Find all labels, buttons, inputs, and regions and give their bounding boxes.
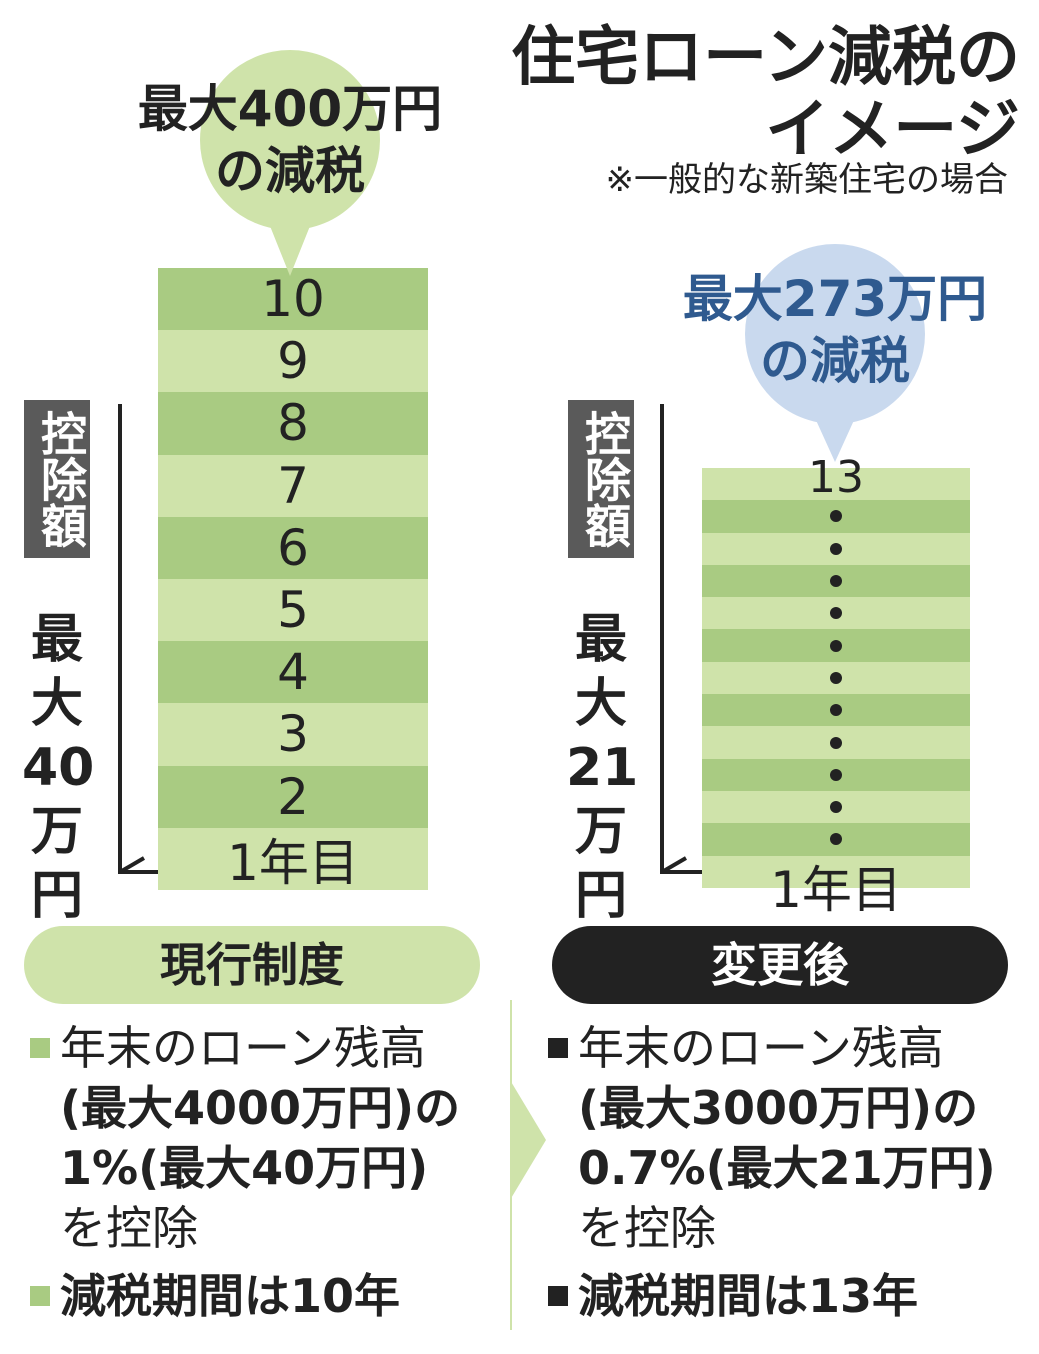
revised-max-label-char: 大: [574, 674, 627, 734]
revised-bar-row: [702, 790, 970, 824]
current-bar-row: 6: [158, 516, 428, 579]
revised-max-label-char: 円: [574, 866, 627, 926]
revised-desc-line-3: 0.7%(最大21万円): [578, 1141, 996, 1195]
current-max-label-char: 40: [22, 738, 95, 798]
current-desc-line-2: (最大4000万円)の: [60, 1081, 461, 1135]
revised-bottom-label: 1年目: [770, 861, 902, 919]
ellipsis-dot: [830, 801, 842, 814]
ellipsis-dot: [830, 607, 842, 620]
revised-bracket-line: [660, 404, 664, 844]
current-max-label-char: 大: [30, 674, 83, 734]
current-bracket-line: [118, 404, 122, 844]
revised-max-label-char: 21: [566, 738, 639, 798]
revised-bar-row: [702, 629, 970, 662]
title-line-2: イメージ: [765, 93, 1020, 167]
ellipsis-dot: [830, 510, 842, 523]
current-bar-row: 7: [158, 454, 428, 517]
revised-bar-row: [702, 597, 970, 630]
revised-bullet-2: [548, 1286, 568, 1306]
revised-description: 年末のローン残高 (最大3000万円)の 0.7%(最大21万円) を控除 減税…: [548, 1018, 1028, 1326]
current-bubble-line-1: 最大400万円: [137, 80, 443, 138]
note-text: ※一般的な新築住宅の場合: [605, 160, 1009, 200]
current-bar-row: 9: [158, 330, 428, 393]
revised-total-bubble: 最大273万円 の減税: [650, 228, 1020, 462]
ellipsis-dot: [830, 704, 842, 717]
current-system-label: 現行制度: [24, 926, 480, 1004]
current-bracket-arrow: [118, 842, 158, 874]
current-bubble-line-2: の減税: [215, 142, 365, 200]
ellipsis-dot: [830, 671, 842, 684]
revised-bar-row: [702, 532, 970, 565]
current-description: 年末のローン残高 (最大4000万円)の 1%(最大40万円) を控除 減税期間…: [30, 1018, 490, 1326]
revised-bar-row: [702, 758, 970, 791]
ellipsis-dot: [830, 542, 842, 555]
current-bar-row: 4: [158, 641, 428, 704]
transition-arrow-icon: [510, 1080, 546, 1200]
current-max-label-char: 万: [30, 802, 83, 862]
revised-bar-row: [702, 855, 970, 888]
current-bubble-tail: [270, 226, 310, 276]
current-total-bubble: 最大400万円 の減税: [120, 30, 460, 276]
current-deduction-bar: 10 9 8 7 6 5 4 3 2 1年目: [158, 268, 428, 892]
revised-period: 減税期間は13年: [578, 1269, 919, 1323]
revised-max-label: 最大 21 万円: [566, 608, 639, 928]
revised-max-label-char: 万: [574, 802, 627, 862]
ellipsis-dot: [830, 639, 842, 652]
revised-max-label-char: 最: [574, 610, 627, 670]
revised-bullet-1: [548, 1038, 568, 1058]
current-max-label-char: 最: [30, 610, 83, 670]
revised-bar-row: [702, 694, 970, 727]
diagram-title: 住宅ローン減税の イメージ: [480, 22, 1020, 166]
current-bullet-2: [30, 1286, 50, 1306]
revised-bar-row: [702, 468, 970, 501]
revised-system-label: 変更後: [552, 926, 1008, 1004]
ellipsis-dot: [830, 736, 842, 749]
ellipsis-dot: [830, 768, 842, 781]
current-bar-row: 1年目: [158, 827, 428, 892]
revised-bubble-line-1: 最大273万円: [682, 270, 988, 328]
title-line-1: 住宅ローン減税の: [511, 21, 1020, 95]
revised-deduction-bar: [702, 468, 970, 888]
revised-desc-line-1: 年末のローン残高: [578, 1021, 944, 1075]
current-bar-row: 8: [158, 392, 428, 455]
ellipsis-dot: [830, 575, 842, 588]
revised-bubble-line-2: の減税: [760, 332, 910, 390]
revised-bracket-arrow: [660, 842, 702, 874]
revised-deduction-tag: 控除額: [568, 400, 634, 558]
current-max-label-char: 円: [30, 866, 83, 926]
current-deduction-tag: 控除額: [24, 400, 90, 558]
revised-bar-row: [702, 564, 970, 598]
revised-desc-line-4: を控除: [578, 1201, 716, 1255]
revised-bar-row: [702, 823, 970, 856]
revised-bar-row: [702, 726, 970, 759]
current-desc-line-3: 1%(最大40万円): [60, 1141, 429, 1195]
revised-bar-row: [702, 500, 970, 533]
current-bullet-1: [30, 1038, 50, 1058]
current-desc-line-4: を控除: [60, 1201, 198, 1255]
revised-desc-line-2: (最大3000万円)の: [578, 1081, 979, 1135]
current-bar-row: 5: [158, 578, 428, 642]
current-period: 減税期間は10年: [60, 1269, 401, 1323]
revised-bubble-tail: [815, 418, 855, 462]
current-bar-row: 3: [158, 703, 428, 766]
ellipsis-dot: [830, 833, 842, 846]
revised-bar-row: [702, 661, 970, 695]
current-bar-row: 2: [158, 765, 428, 828]
current-bar-row: 10: [158, 268, 428, 331]
current-desc-line-1: 年末のローン残高: [60, 1021, 426, 1075]
current-max-label: 最大 40 万円: [22, 608, 95, 928]
